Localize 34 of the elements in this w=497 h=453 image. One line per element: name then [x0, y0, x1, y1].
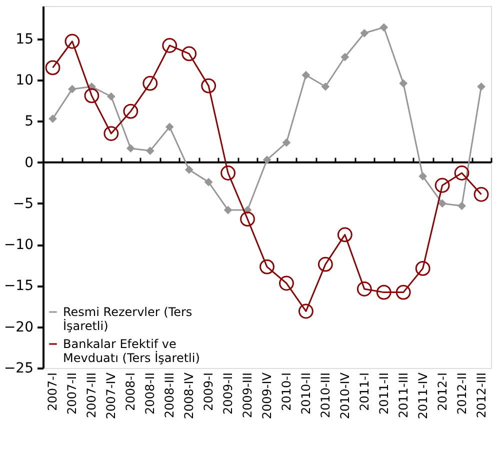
x-tick-label: 2008-II: [143, 372, 158, 414]
x-tick-label: 2010-I: [279, 372, 294, 411]
x-tick-label: 2011-III: [396, 372, 410, 418]
x-tick-label: 2008-III: [162, 372, 177, 418]
x-tick-label: 2012-II: [454, 372, 469, 414]
x-tick-label: 2007-III: [84, 372, 99, 418]
y-tick-label: 15: [16, 31, 34, 48]
y-tick-label: −20: [4, 319, 34, 336]
x-tick-label: 2007-II: [65, 372, 80, 414]
x-tick-label: 2008-IV: [182, 372, 196, 420]
x-tick-label: 2009-IV: [260, 372, 274, 420]
x-tick-label: 2011-IV: [416, 372, 430, 420]
y-tick-label: 10: [16, 72, 34, 89]
y-tick-label: −5: [12, 196, 34, 212]
x-tick-label: 2009-III: [240, 372, 255, 418]
x-tick-label: 2009-II: [221, 372, 236, 414]
x-tick-label: 2009-I: [202, 372, 216, 411]
y-tick-label: 5: [24, 114, 34, 130]
legend-label: Resmi Rezervler (Ters İşaretli): [63, 305, 192, 333]
x-tick-label: 2007-IV: [104, 372, 118, 420]
x-tick-label: 2011-I: [357, 372, 372, 411]
x-tick-label: 2011-II: [376, 372, 391, 414]
x-tick-label: 2012-I: [435, 372, 450, 411]
y-tick-label: 0: [24, 154, 34, 171]
y-tick-label: −15: [4, 278, 34, 294]
x-tick-label: 2007-I: [46, 372, 60, 411]
y-tick-label: −10: [4, 237, 34, 254]
x-tick-label: 2008-I: [124, 372, 138, 411]
x-tick-label: 2012-III: [474, 372, 488, 418]
legend-label: Bankalar Efektif ve Mevduatı (Ters İşaretli): [63, 337, 200, 365]
x-tick-label: 2010-III: [318, 372, 332, 418]
x-tick-label: 2010-IV: [338, 372, 352, 420]
x-tick-label: 2010-II: [298, 372, 313, 414]
y-tick-label: −25: [4, 360, 34, 376]
